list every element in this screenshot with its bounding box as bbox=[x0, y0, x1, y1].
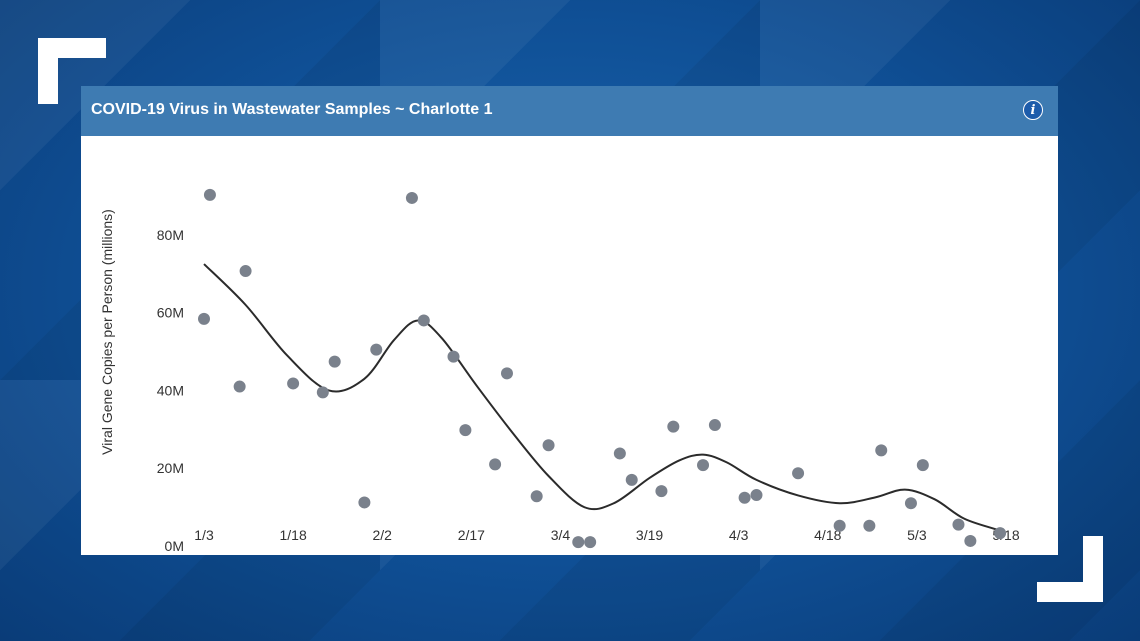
chart-title: COVID-19 Virus in Wastewater Samples ~ C… bbox=[91, 101, 493, 118]
data-point[interactable] bbox=[904, 497, 917, 510]
data-point[interactable] bbox=[572, 536, 585, 549]
x-tick-label: 1/18 bbox=[279, 527, 306, 543]
data-point[interactable] bbox=[667, 420, 680, 433]
data-point[interactable] bbox=[994, 527, 1007, 540]
x-tick-label: 2/17 bbox=[458, 527, 485, 543]
data-point[interactable] bbox=[239, 265, 252, 278]
data-point[interactable] bbox=[708, 419, 721, 432]
data-point[interactable] bbox=[792, 467, 805, 480]
data-point[interactable] bbox=[328, 355, 341, 368]
data-point[interactable] bbox=[952, 518, 965, 531]
x-axis-ticks: 1/3 1/18 2/2 2/17 3/4 3/19 4/3 4/18 5/3 5/18 bbox=[194, 527, 1020, 543]
data-point[interactable] bbox=[655, 485, 668, 498]
data-point[interactable] bbox=[613, 447, 626, 460]
data-point[interactable] bbox=[316, 386, 329, 399]
data-point[interactable] bbox=[584, 536, 597, 549]
corner-bracket-top-left bbox=[38, 38, 106, 104]
data-point[interactable] bbox=[625, 473, 638, 486]
corner-bracket-bottom-right bbox=[1037, 536, 1103, 602]
data-point[interactable] bbox=[964, 534, 977, 547]
data-point[interactable] bbox=[875, 444, 888, 457]
data-point[interactable] bbox=[459, 424, 472, 437]
data-point[interactable] bbox=[530, 490, 543, 503]
y-tick-label: 40M bbox=[157, 382, 184, 398]
data-points bbox=[198, 188, 1007, 549]
scatter-chart: Viral Gene Copies per Person (millions) … bbox=[99, 188, 1020, 554]
info-icon[interactable]: i bbox=[1023, 100, 1043, 120]
data-point[interactable] bbox=[370, 343, 383, 356]
x-tick-label: 4/3 bbox=[729, 527, 749, 543]
x-tick-label: 5/3 bbox=[907, 527, 927, 543]
data-point[interactable] bbox=[417, 314, 430, 327]
y-tick-label: 80M bbox=[157, 227, 184, 243]
y-axis-label: Viral Gene Copies per Person (millions) bbox=[99, 209, 115, 455]
data-point[interactable] bbox=[287, 377, 300, 390]
data-point[interactable] bbox=[863, 519, 876, 532]
data-point[interactable] bbox=[916, 459, 929, 472]
y-tick-label: 20M bbox=[157, 460, 184, 476]
y-tick-label: 60M bbox=[157, 305, 184, 321]
card-header: COVID-19 Virus in Wastewater Samples ~ C… bbox=[81, 86, 1058, 136]
x-tick-label: 3/4 bbox=[551, 527, 571, 543]
data-point[interactable] bbox=[198, 312, 210, 325]
data-point[interactable] bbox=[447, 350, 460, 363]
data-point[interactable] bbox=[500, 367, 513, 380]
data-point[interactable] bbox=[833, 519, 846, 532]
data-point[interactable] bbox=[489, 458, 502, 471]
data-point[interactable] bbox=[697, 459, 710, 472]
data-point[interactable] bbox=[738, 491, 751, 504]
data-point[interactable] bbox=[542, 439, 555, 452]
y-axis-ticks: 0M 20M 40M 60M 80M bbox=[157, 227, 184, 554]
data-point[interactable] bbox=[233, 380, 246, 393]
x-tick-label: 1/3 bbox=[194, 527, 214, 543]
data-point[interactable] bbox=[405, 191, 418, 204]
y-tick-label: 0M bbox=[165, 538, 184, 554]
data-point[interactable] bbox=[203, 188, 216, 201]
x-tick-label: 4/18 bbox=[814, 527, 841, 543]
x-tick-label: 3/19 bbox=[636, 527, 663, 543]
data-point[interactable] bbox=[358, 496, 371, 509]
chart-card: COVID-19 Virus in Wastewater Samples ~ C… bbox=[81, 86, 1058, 555]
y-axis-label-group: Viral Gene Copies per Person (millions) bbox=[99, 209, 115, 455]
data-point[interactable] bbox=[750, 489, 763, 502]
trend-line bbox=[203, 263, 1001, 532]
x-tick-label: 2/2 bbox=[372, 527, 392, 543]
